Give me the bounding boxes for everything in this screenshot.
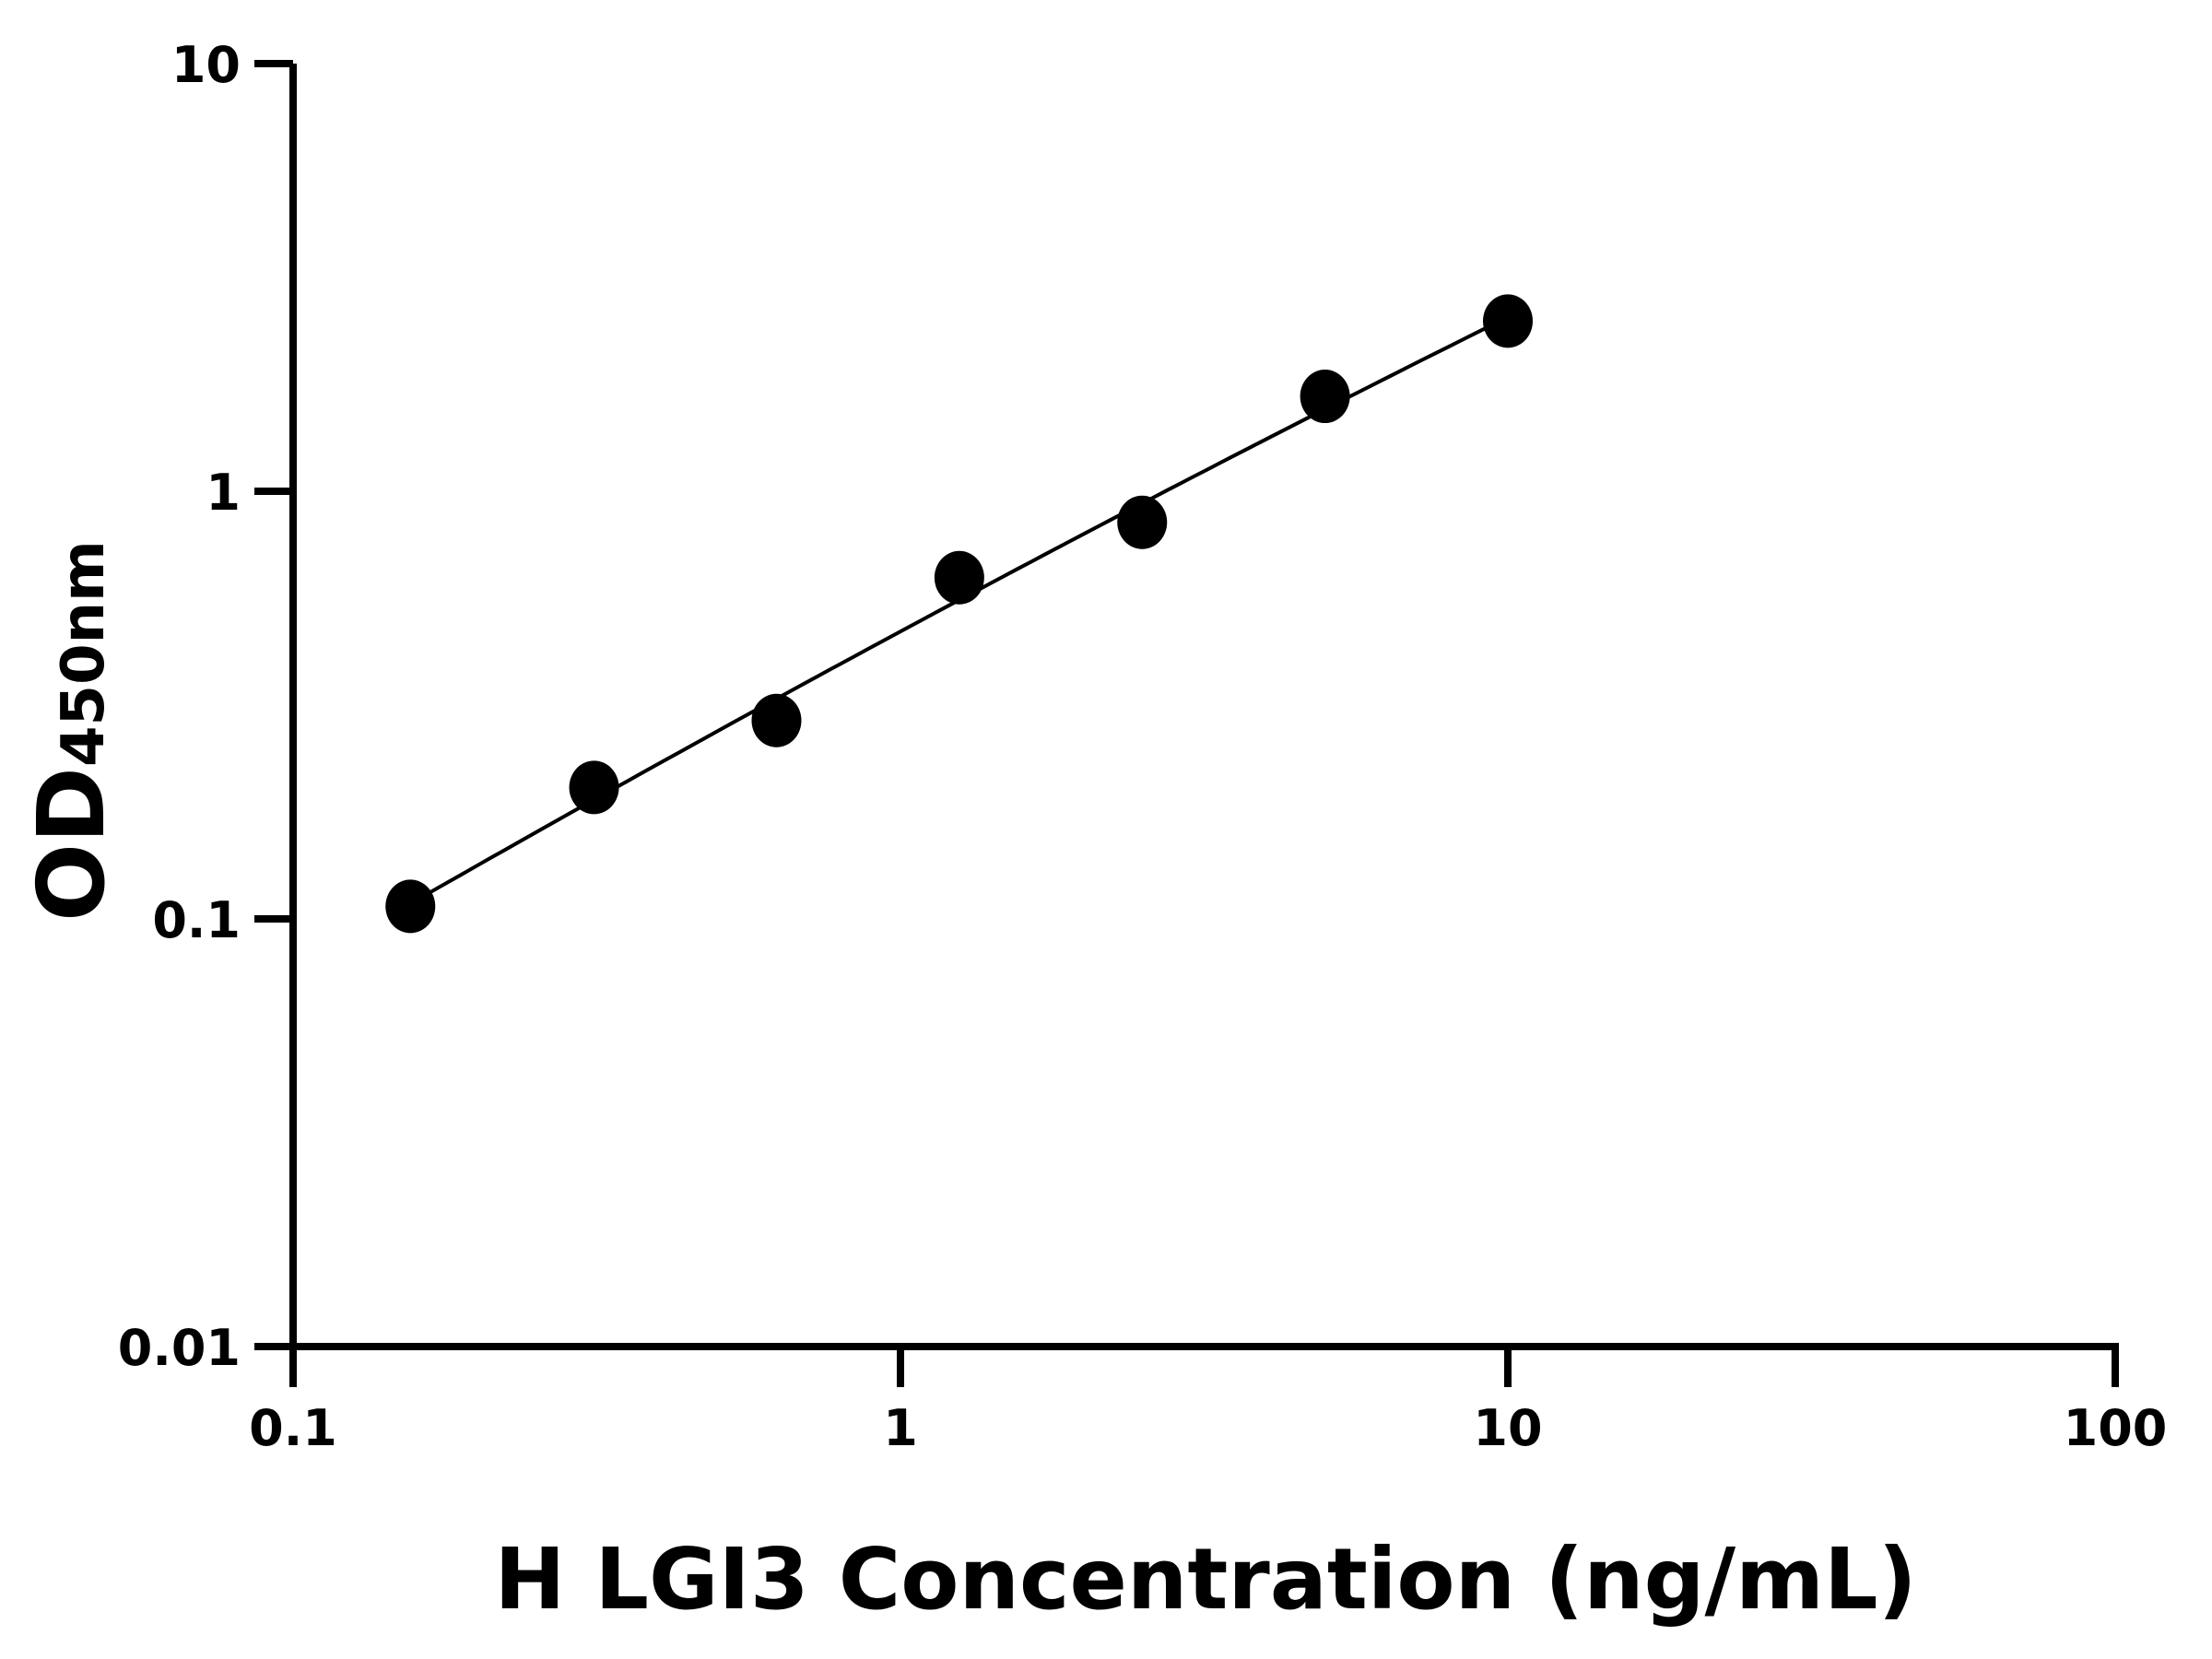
x-tick-label: 100 bbox=[2064, 1399, 2168, 1457]
x-tick-label: 1 bbox=[883, 1399, 918, 1457]
y-tick-label: 10 bbox=[171, 36, 241, 94]
data-point bbox=[934, 550, 984, 605]
y-axis-label-group: OD450nm bbox=[18, 540, 125, 922]
x-tick-label: 10 bbox=[1473, 1399, 1542, 1457]
data-point bbox=[385, 879, 436, 934]
y-tick-label: 0.1 bbox=[152, 891, 241, 949]
axes bbox=[289, 64, 2119, 1350]
data-point bbox=[569, 760, 619, 815]
data-points bbox=[385, 294, 1533, 934]
data-point bbox=[1117, 495, 1168, 549]
y-tick-label: 1 bbox=[206, 464, 241, 522]
data-point bbox=[1483, 294, 1533, 348]
data-point bbox=[751, 693, 802, 747]
x-axis-label: H LGI3 Concentration (ng/mL) bbox=[494, 1530, 1916, 1629]
data-point bbox=[1300, 370, 1350, 424]
x-tick-label: 0.1 bbox=[249, 1399, 337, 1457]
y-tick-label: 0.01 bbox=[118, 1319, 241, 1377]
y-axis-label: OD450nm bbox=[18, 540, 125, 922]
